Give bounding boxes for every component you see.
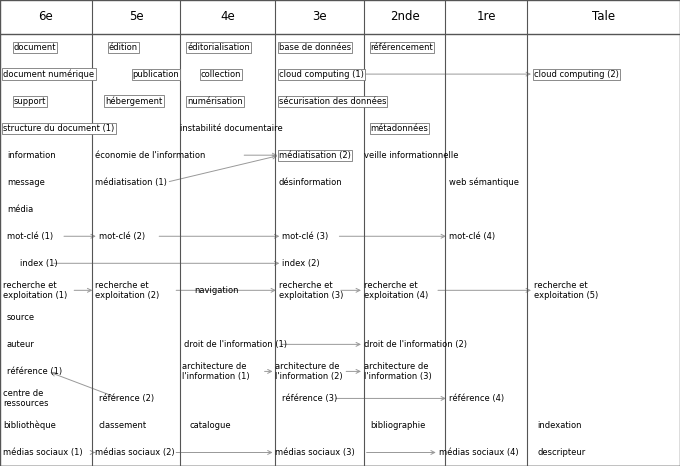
Text: publication: publication [133, 69, 180, 79]
Text: bibliothèque: bibliothèque [3, 421, 56, 430]
Text: économie de l'information: économie de l'information [95, 151, 205, 160]
Text: recherche et
exploitation (2): recherche et exploitation (2) [95, 281, 159, 300]
Text: auteur: auteur [7, 340, 35, 349]
Text: référence (2): référence (2) [99, 394, 154, 403]
Text: métadonnées: métadonnées [371, 123, 428, 133]
Text: recherche et
exploitation (3): recherche et exploitation (3) [279, 281, 343, 300]
Text: structure du document (1): structure du document (1) [3, 123, 115, 133]
Text: Tale: Tale [592, 10, 615, 23]
Text: recherche et
exploitation (1): recherche et exploitation (1) [3, 281, 67, 300]
Text: base de données: base de données [279, 42, 351, 52]
Text: mot-clé (2): mot-clé (2) [99, 232, 145, 241]
Text: message: message [7, 178, 45, 187]
Text: source: source [7, 313, 35, 322]
Text: architecture de
l'information (2): architecture de l'information (2) [275, 362, 343, 381]
Text: 1re: 1re [477, 10, 496, 23]
Text: cloud computing (2): cloud computing (2) [534, 69, 619, 79]
Text: 4e: 4e [220, 10, 235, 23]
Text: classement: classement [99, 421, 147, 430]
Text: collection: collection [201, 69, 241, 79]
Text: recherche et
exploitation (4): recherche et exploitation (4) [364, 281, 428, 300]
Text: architecture de
l'information (1): architecture de l'information (1) [182, 362, 250, 381]
Text: médias sociaux (1): médias sociaux (1) [3, 448, 83, 457]
Text: référence (3): référence (3) [282, 394, 337, 403]
Text: document: document [14, 42, 56, 52]
Text: index (2): index (2) [282, 259, 320, 268]
Text: mot-clé (4): mot-clé (4) [449, 232, 495, 241]
Text: référence (1): référence (1) [7, 367, 62, 376]
Text: index (1): index (1) [20, 259, 58, 268]
Text: support: support [14, 96, 46, 106]
Text: droit de l'information (2): droit de l'information (2) [364, 340, 466, 349]
Text: hébergement: hébergement [105, 96, 163, 106]
Text: droit de l'information (1): droit de l'information (1) [184, 340, 286, 349]
Text: bibliographie: bibliographie [371, 421, 426, 430]
Text: recherche et
exploitation (5): recherche et exploitation (5) [534, 281, 598, 300]
Text: information: information [7, 151, 56, 160]
Text: indexation: indexation [537, 421, 581, 430]
Text: référence (4): référence (4) [449, 394, 504, 403]
Text: veille informationnelle: veille informationnelle [364, 151, 458, 160]
Text: médiatisation (2): médiatisation (2) [279, 151, 351, 160]
Text: médiatisation (1): médiatisation (1) [95, 178, 167, 187]
Text: désinformation: désinformation [279, 178, 343, 187]
Text: catalogue: catalogue [189, 421, 231, 430]
Text: médias sociaux (4): médias sociaux (4) [439, 448, 518, 457]
Text: édition: édition [109, 42, 138, 52]
Text: instabilité documentaire: instabilité documentaire [180, 123, 283, 133]
Text: numérisation: numérisation [187, 96, 243, 106]
Text: centre de
ressources: centre de ressources [3, 389, 49, 408]
Text: cloud computing (1): cloud computing (1) [279, 69, 364, 79]
Text: 6e: 6e [39, 10, 53, 23]
Text: 3e: 3e [312, 10, 327, 23]
Text: média: média [7, 205, 33, 214]
Text: mot-clé (3): mot-clé (3) [282, 232, 328, 241]
Text: médias sociaux (2): médias sociaux (2) [95, 448, 175, 457]
Text: éditorialisation: éditorialisation [187, 42, 250, 52]
Text: 2nde: 2nde [390, 10, 420, 23]
Text: navigation: navigation [194, 286, 238, 295]
Text: médias sociaux (3): médias sociaux (3) [275, 448, 355, 457]
Text: architecture de
l'information (3): architecture de l'information (3) [364, 362, 432, 381]
Text: sécurisation des données: sécurisation des données [279, 96, 386, 106]
Text: 5e: 5e [129, 10, 143, 23]
Text: descripteur: descripteur [537, 448, 585, 457]
Text: mot-clé (1): mot-clé (1) [7, 232, 53, 241]
Text: document numérique: document numérique [3, 69, 95, 79]
Text: web sémantique: web sémantique [449, 178, 519, 187]
Text: référencement: référencement [371, 42, 433, 52]
